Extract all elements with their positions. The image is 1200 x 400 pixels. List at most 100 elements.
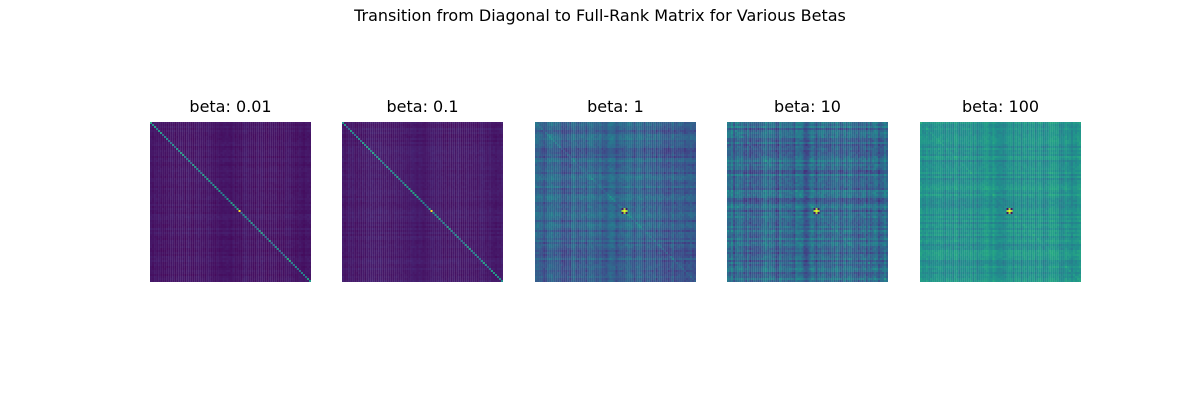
- heatmap-cell: [190, 224, 193, 227]
- heatmap-cell: [292, 226, 295, 229]
- heatmap-cell: [204, 162, 207, 165]
- heatmap-cell: [290, 222, 293, 225]
- heatmap-cell: [200, 152, 203, 155]
- heatmap-cell: [222, 168, 225, 171]
- heatmap-cell: [302, 232, 306, 235]
- heatmap-cell: [264, 204, 267, 207]
- heatmap-cell: [216, 160, 219, 163]
- heatmap-cell: [236, 220, 239, 223]
- heatmap-cell: [210, 150, 213, 153]
- heatmap-cell: [266, 124, 269, 127]
- heatmap-cell: [226, 214, 229, 217]
- heatmap-cell: [162, 174, 165, 177]
- heatmap-cell: [308, 178, 311, 181]
- heatmap-cell: [276, 154, 279, 157]
- heatmap-cell: [188, 152, 191, 155]
- heatmap-cell: [232, 176, 235, 179]
- heatmap-cell: [276, 208, 279, 211]
- heatmap-cell: [156, 218, 159, 221]
- heatmap-cell: [202, 224, 205, 227]
- heatmap-cell: [222, 174, 225, 177]
- heatmap-cell: [230, 228, 233, 231]
- heatmap-cell: [216, 188, 219, 191]
- heatmap-cell: [302, 228, 306, 231]
- heatmap-cell: [248, 126, 251, 129]
- heatmap-cell: [162, 122, 165, 125]
- heatmap-cell: [240, 164, 243, 167]
- heatmap-cell: [300, 224, 303, 227]
- heatmap-cell: [200, 236, 203, 239]
- heatmap-cell: [298, 162, 301, 165]
- heatmap-cell: [152, 156, 155, 159]
- heatmap-cell: [216, 220, 219, 223]
- heatmap-cell: [296, 204, 299, 207]
- heatmap-cell: [268, 124, 271, 127]
- heatmap-cell: [184, 206, 187, 209]
- heatmap-cell: [152, 198, 155, 201]
- heatmap-cell: [208, 132, 211, 135]
- heatmap-cell: [270, 208, 273, 211]
- heatmap-cell: [160, 168, 163, 171]
- heatmap-cell: [166, 164, 169, 167]
- heatmap-cell: [236, 144, 239, 147]
- heatmap-cell: [222, 204, 225, 207]
- heatmap-cell: [226, 158, 229, 161]
- heatmap-cell: [176, 144, 179, 147]
- heatmap-cell: [302, 190, 306, 193]
- heatmap-cell: [172, 246, 175, 249]
- heatmap-cell: [286, 128, 289, 131]
- heatmap-cell: [198, 136, 201, 139]
- heatmap-cell: [154, 224, 157, 227]
- heatmap-cell: [268, 150, 271, 153]
- heatmap-cell: [258, 156, 261, 159]
- heatmap-cell: [184, 136, 187, 139]
- heatmap-cell: [178, 122, 181, 125]
- heatmap-cell: [254, 126, 257, 129]
- heatmap-cell: [284, 136, 287, 139]
- heatmap-cell: [236, 122, 239, 125]
- heatmap-cell: [248, 228, 251, 231]
- heatmap-cell: [242, 220, 245, 223]
- heatmap-cell: [226, 188, 229, 191]
- heatmap-cell: [262, 244, 265, 247]
- heatmap-cell: [160, 122, 163, 125]
- heatmap-cell: [266, 150, 269, 153]
- heatmap-cell: [164, 196, 167, 199]
- heatmap-cell: [170, 192, 173, 195]
- heatmap-cell: [274, 224, 277, 227]
- heatmap-cell: [280, 216, 283, 219]
- heatmap-cell: [282, 230, 285, 233]
- heatmap-cell: [274, 216, 277, 219]
- heatmap-cell: [174, 182, 177, 185]
- heatmap-cell: [286, 154, 289, 157]
- heatmap-cell: [222, 196, 225, 199]
- heatmap-cell: [158, 236, 161, 239]
- heatmap-cell: [190, 194, 193, 197]
- heatmap-cell: [222, 172, 225, 175]
- heatmap-cell: [254, 140, 257, 143]
- heatmap-cell: [248, 206, 251, 209]
- heatmap-cell: [214, 138, 217, 141]
- heatmap-cell: [178, 244, 181, 247]
- heatmap-cell: [166, 200, 169, 203]
- heatmap-cell: [262, 188, 265, 191]
- heatmap-cell: [210, 210, 213, 213]
- heatmap-cell: [300, 166, 303, 169]
- heatmap-cell: [280, 218, 283, 221]
- heatmap-cell: [162, 188, 165, 191]
- heatmap-cell: [252, 166, 255, 169]
- heatmap-cell: [184, 168, 187, 171]
- heatmap-cell: [266, 206, 269, 209]
- heatmap-cell: [216, 154, 219, 157]
- heatmap-cell: [170, 122, 173, 125]
- heatmap-cell: [162, 240, 165, 243]
- heatmap-cell: [236, 210, 239, 213]
- heatmap-cell: [178, 210, 181, 213]
- heatmap-cell: [172, 224, 175, 227]
- heatmap-cell: [212, 198, 215, 201]
- heatmap-cell: [276, 228, 279, 231]
- heatmap-cell: [218, 222, 221, 225]
- heatmap-cell: [248, 122, 251, 125]
- heatmap-cell: [276, 128, 279, 131]
- heatmap-cell: [252, 136, 255, 139]
